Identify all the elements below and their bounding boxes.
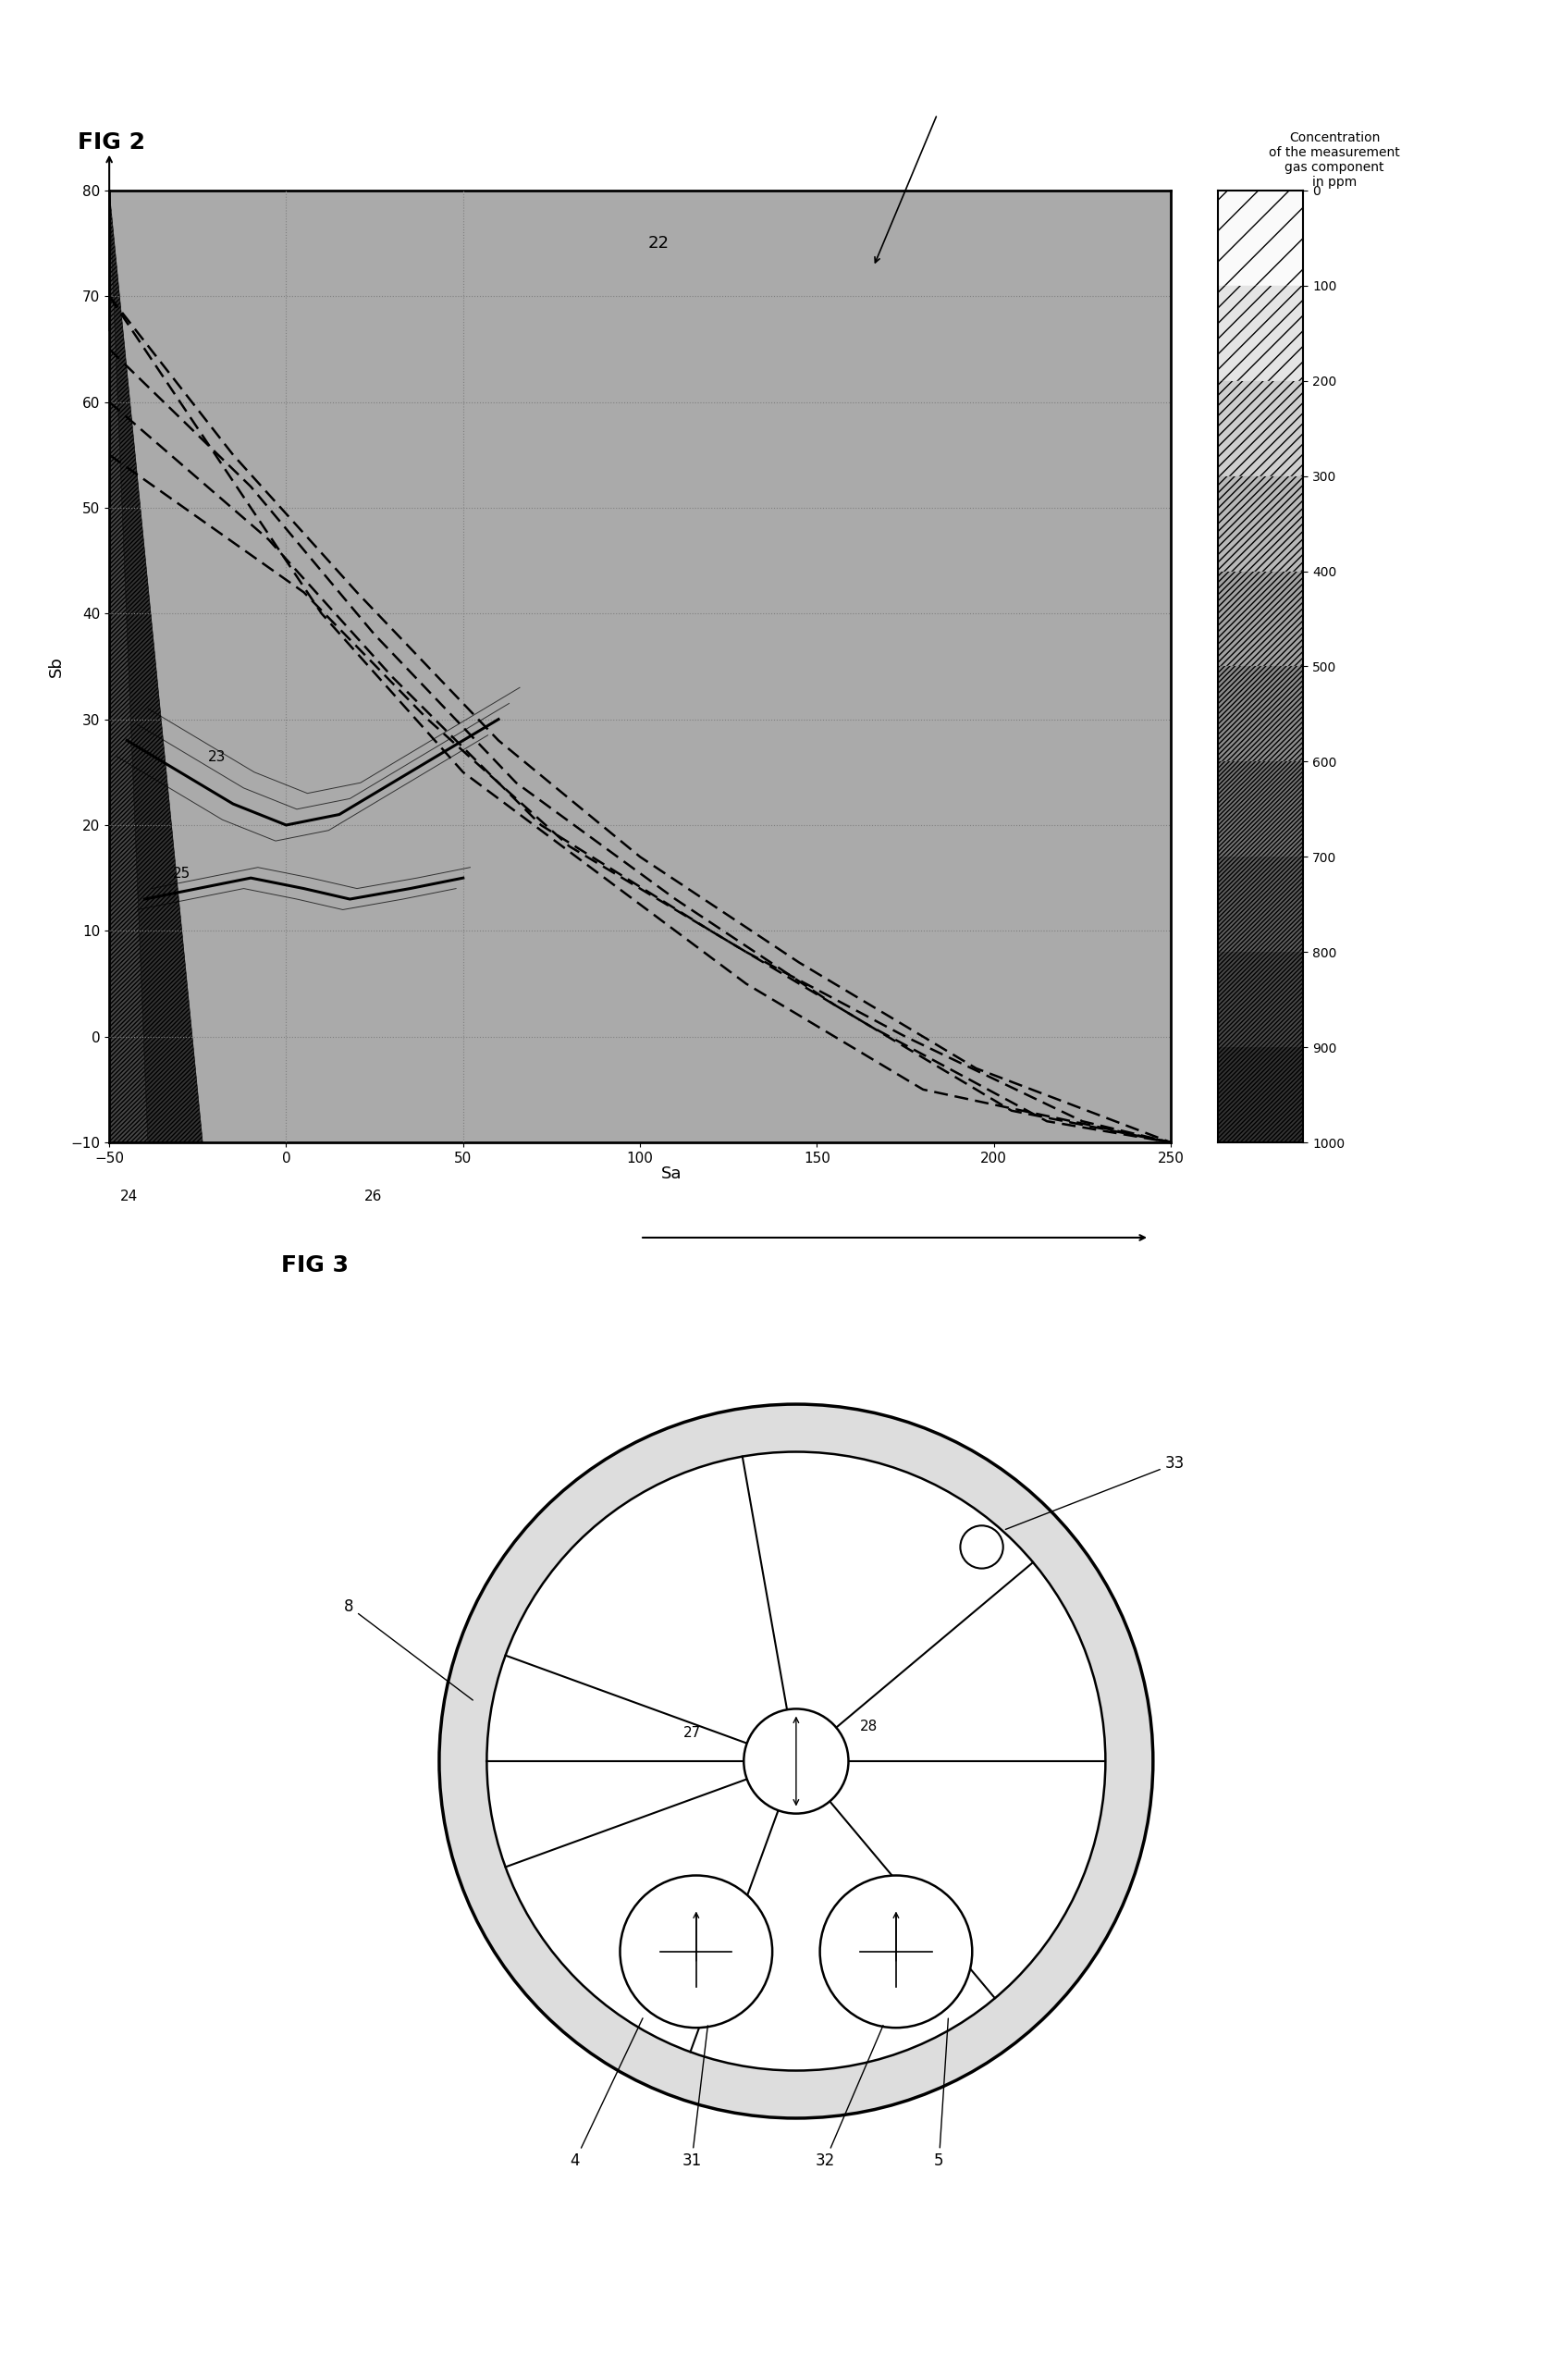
Text: 33: 33	[1005, 1457, 1185, 1530]
Circle shape	[820, 1875, 973, 2028]
Text: FIG 2: FIG 2	[78, 131, 145, 152]
Bar	[1218, 952, 1303, 1047]
Bar	[1218, 190, 1303, 286]
Circle shape	[487, 1452, 1105, 2071]
Bar	[1218, 857, 1303, 952]
Polygon shape	[109, 190, 203, 1142]
Bar	[1218, 666, 1303, 762]
Text: 31: 31	[682, 2025, 707, 2171]
Text: 24: 24	[120, 1190, 137, 1204]
Circle shape	[743, 1709, 849, 1814]
Text: 27: 27	[684, 1726, 701, 1740]
Circle shape	[439, 1404, 1154, 2118]
Text: FIG 3: FIG 3	[281, 1254, 348, 1276]
Bar	[1218, 476, 1303, 571]
Text: 25: 25	[173, 866, 190, 881]
Text: 23: 23	[208, 750, 226, 764]
Circle shape	[620, 1875, 773, 2028]
Y-axis label: Sb: Sb	[48, 657, 64, 676]
Polygon shape	[97, 190, 148, 1142]
Text: 26: 26	[364, 1190, 382, 1204]
Text: 22: 22	[648, 236, 670, 252]
Text: 4: 4	[570, 2018, 643, 2171]
Bar	[1218, 762, 1303, 857]
Bar	[1218, 381, 1303, 476]
Text: 28: 28	[860, 1718, 879, 1733]
Bar	[1218, 1047, 1303, 1142]
Bar	[1218, 571, 1303, 666]
Bar	[1218, 286, 1303, 381]
Text: 8: 8	[343, 1599, 473, 1699]
Polygon shape	[75, 0, 109, 1142]
Text: 5: 5	[933, 2018, 948, 2171]
Text: 32: 32	[815, 2025, 884, 2171]
Text: Sa: Sa	[660, 1166, 682, 1183]
Text: Concentration
of the measurement
gas component
in ppm: Concentration of the measurement gas com…	[1269, 131, 1400, 188]
